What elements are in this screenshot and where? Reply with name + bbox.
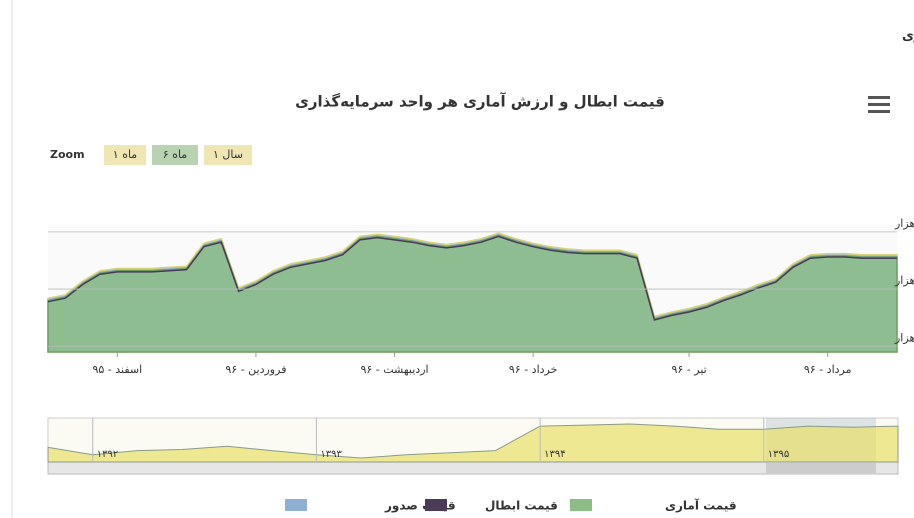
navigator-label: ۱۳۹۳ bbox=[320, 449, 342, 460]
legend-label: قیمت آماری bbox=[665, 498, 737, 513]
scrollbar-thumb[interactable] bbox=[766, 463, 876, 473]
zoom-button-label[interactable]: ۱ سال bbox=[213, 148, 243, 161]
y-tick-label: ۱،۲۵۰ هزار bbox=[894, 274, 914, 287]
x-tick-label: اسفند - ۹۵ bbox=[92, 363, 142, 376]
zoom-button-label[interactable]: ۶ ماه bbox=[163, 148, 188, 161]
y-tick-label: ۱،۳۰۰ هزار bbox=[894, 217, 914, 230]
legend-swatch bbox=[425, 499, 447, 511]
zoom-button[interactable] bbox=[104, 145, 146, 165]
navigator-label: ۱۳۹۲ bbox=[97, 449, 118, 460]
series-area bbox=[47, 234, 898, 353]
zoom-label: Zoom bbox=[50, 148, 85, 161]
legend-label: قیمت ابطال bbox=[485, 499, 558, 513]
x-tick-label: تیر - ۹۶ bbox=[671, 363, 706, 376]
x-tick-label: اردیبهشت - ۹۶ bbox=[360, 363, 428, 376]
menu-button[interactable] bbox=[868, 96, 890, 113]
zoom-button[interactable] bbox=[152, 145, 198, 165]
zoom-button-label[interactable]: ۱ ماه bbox=[113, 148, 138, 161]
navigator-label: ۱۳۹۴ bbox=[544, 449, 565, 460]
navigator-series bbox=[47, 423, 899, 463]
x-tick-label: خرداد - ۹۶ bbox=[509, 363, 558, 376]
navigator-label: ۱۳۹۵ bbox=[768, 449, 789, 460]
legend-swatch bbox=[285, 499, 307, 511]
x-tick-label: مرداد - ۹۶ bbox=[804, 363, 852, 376]
page-header: قیمت صدور، ابطال و ارزش آماری هر واحد سر… bbox=[902, 27, 914, 44]
chart-title: قیمت ابطال و ارزش آماری هر واحد سرمایه‌گ… bbox=[295, 93, 665, 111]
zoom-button[interactable] bbox=[204, 145, 252, 165]
x-tick-label: فروردین - ۹۶ bbox=[225, 363, 286, 376]
y-tick-label: ۱،۲۰۰ هزار bbox=[894, 331, 914, 344]
legend-swatch bbox=[570, 499, 592, 511]
